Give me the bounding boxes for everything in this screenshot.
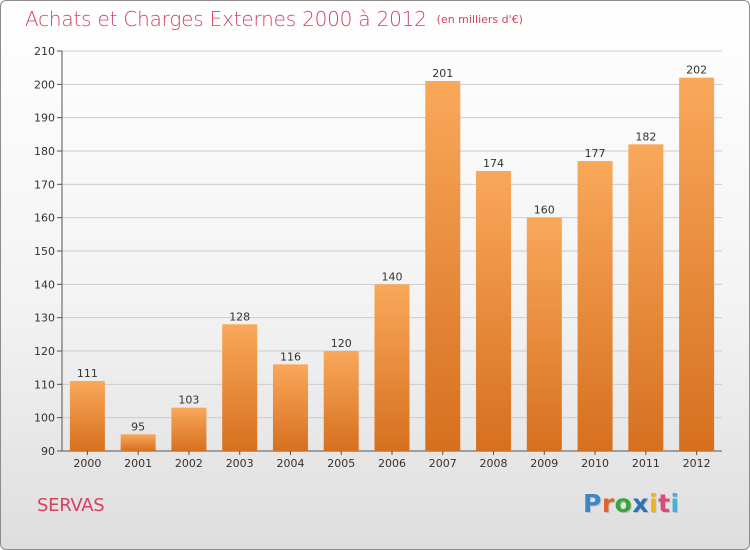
bar-2008 [476,171,512,451]
labels: 90 100 110 120 130 140 150 160 170 180 190 200 210 20… [34,45,711,470]
place-name: SERVAS [37,495,105,516]
bar-2009 [526,217,562,451]
x-tick-label-2005: 2005 [327,457,355,470]
logo-letter: o [614,489,633,518]
bar-2011 [628,144,664,452]
bar-2005 [323,351,359,451]
x-tick-label-2003: 2003 [226,457,254,470]
y-tick-label-130: 130 [34,312,55,325]
value-label-2002: 103 [178,394,199,407]
bar-2012 [679,77,715,452]
x-tick-label-2006: 2006 [378,457,406,470]
bar-2000 [69,381,105,451]
y-tick-label-110: 110 [34,378,55,391]
x-tick-label-2012: 2012 [683,457,711,470]
x-tick-label-2001: 2001 [124,457,152,470]
x-tick-label-2009: 2009 [530,457,558,470]
bar-2003 [222,324,258,451]
value-label-2012: 202 [686,64,707,77]
bars [69,77,715,452]
value-label-2008: 174 [483,157,504,170]
x-tick-label-2004: 2004 [276,457,304,470]
chart-title: Achats et Charges Externes 2000 à 2012 [25,7,427,31]
logo-letter: t [658,489,671,518]
logo-letter: i [670,489,680,518]
y-tick-label-200: 200 [34,78,55,91]
logo-letter: i [649,489,659,518]
y-tick-label-120: 120 [34,345,55,358]
value-label-2011: 182 [635,130,656,143]
value-label-2007: 201 [432,67,453,80]
y-tick-label-170: 170 [34,178,55,191]
bar-2002 [171,407,207,451]
x-tick-label-2010: 2010 [581,457,609,470]
value-label-2000: 111 [77,367,98,380]
logo-letter: x [632,489,649,518]
bar-2007 [425,81,461,451]
y-tick-label-210: 210 [34,45,55,58]
x-tick-label-2000: 2000 [73,457,101,470]
value-label-2009: 160 [534,204,555,217]
x-tick-label-2007: 2007 [429,457,457,470]
bar-2001 [120,434,156,451]
value-label-2006: 140 [382,270,403,283]
x-tick-label-2008: 2008 [480,457,508,470]
y-tick-label-150: 150 [34,245,55,258]
x-tick-label-2011: 2011 [632,457,660,470]
logo-letter: P [583,489,602,518]
bar-2004 [272,364,308,451]
y-tick-label-160: 160 [34,212,55,225]
value-label-2010: 177 [585,147,606,160]
proxiti-logo[interactable]: Proxiti [583,489,680,518]
value-label-2003: 128 [229,310,250,323]
x-tick-label-2002: 2002 [175,457,203,470]
bar-2010 [577,161,613,451]
logo-letter: r [601,489,615,518]
y-tick-label-90: 90 [41,445,55,458]
value-label-2004: 116 [280,350,301,363]
y-tick-label-140: 140 [34,278,55,291]
value-label-2005: 120 [331,337,352,350]
y-tick-label-180: 180 [34,145,55,158]
unit-note: (en milliers d'€) [436,13,523,26]
chart-header: Achats et Charges Externes 2000 à 2012 (e… [25,7,523,31]
bar-2006 [374,284,410,451]
y-tick-label-190: 190 [34,112,55,125]
y-tick-label-100: 100 [34,412,55,425]
value-label-2001: 95 [131,420,145,433]
